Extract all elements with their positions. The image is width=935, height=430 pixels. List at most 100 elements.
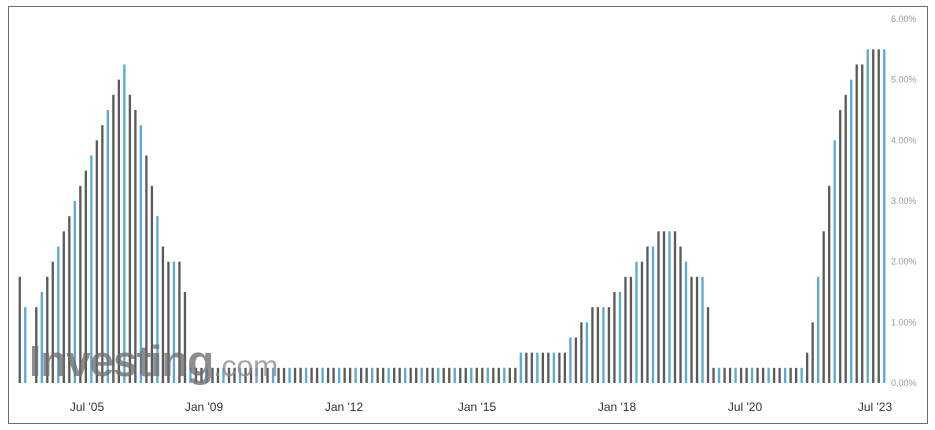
bar (772, 367, 776, 383)
bar (172, 261, 176, 383)
bar (448, 367, 451, 383)
y-tick-label: 5.00% (891, 75, 917, 85)
bar (359, 367, 363, 383)
bar (596, 307, 600, 383)
bar (580, 322, 583, 383)
bar (613, 292, 616, 383)
investing-logo: Investing .com (29, 337, 278, 391)
bar (194, 367, 198, 383)
y-tick-label: 0.00% (891, 378, 917, 388)
bar (426, 367, 429, 383)
bar (68, 216, 71, 383)
bar (761, 367, 765, 383)
bar (288, 367, 291, 383)
bar (343, 367, 346, 383)
bar (486, 367, 489, 383)
bar (255, 367, 258, 383)
bar (354, 367, 357, 383)
y-tick-label: 6.00% (891, 14, 917, 24)
bar (706, 307, 710, 383)
bar (728, 367, 732, 383)
bar (464, 367, 467, 383)
bar (828, 185, 831, 383)
bar (712, 367, 715, 383)
bar (453, 367, 456, 383)
bar (84, 170, 87, 383)
policy-rate-bar-chart: 0.00% 1.00% 2.00% 3.00% 4.00% 5.00% 6.00% Jul … (18, 14, 917, 414)
bar (310, 367, 313, 383)
bar (79, 185, 82, 383)
bar (382, 367, 385, 383)
bar (404, 367, 407, 383)
bar (541, 352, 545, 383)
bar (844, 94, 847, 383)
bar (866, 49, 869, 383)
chart-frame: 0.00% 1.00% 2.00% 3.00% 4.00% 5.00% 6.00% Jul … (8, 6, 928, 424)
bar (365, 367, 368, 383)
bar (57, 246, 60, 383)
bar (640, 261, 644, 383)
y-tick-label: 2.00% (891, 257, 917, 267)
bar (861, 64, 864, 383)
bar (877, 49, 880, 383)
bar (216, 367, 220, 383)
bar (128, 94, 132, 383)
bar (558, 352, 561, 383)
bar (95, 140, 98, 383)
bar (139, 125, 143, 384)
bar (282, 367, 286, 383)
bar (156, 216, 159, 383)
bar (178, 261, 181, 383)
bar (18, 276, 21, 383)
bar (569, 337, 572, 383)
bar (629, 276, 633, 383)
bar (635, 261, 638, 383)
bar (723, 367, 726, 383)
bar (205, 367, 209, 383)
bar (332, 367, 335, 383)
bar (106, 110, 110, 383)
bar (778, 367, 781, 383)
bar (260, 367, 264, 383)
x-tick-label: Jan '15 (458, 400, 497, 414)
bar (585, 322, 589, 383)
y-tick-label: 4.00% (891, 135, 917, 145)
bar (62, 231, 65, 383)
bar (211, 367, 214, 383)
bars-group (18, 49, 886, 384)
bar (398, 367, 401, 383)
x-tick-label: Jan '18 (598, 400, 637, 414)
bar (789, 367, 792, 383)
bar (189, 367, 192, 383)
bar (150, 185, 154, 383)
bar (183, 292, 187, 383)
bar (409, 367, 412, 383)
logo-brand-text: Investing (29, 337, 214, 386)
bar (850, 79, 853, 384)
bar (734, 367, 737, 383)
bar (695, 276, 699, 383)
bar (415, 367, 418, 383)
x-tick-label: Jan '09 (185, 400, 224, 414)
bar (800, 367, 803, 383)
bar (519, 352, 522, 383)
x-tick-label: Jul '05 (70, 400, 105, 414)
bar (73, 201, 76, 383)
bar (431, 367, 434, 383)
bar (750, 367, 754, 383)
bar (690, 276, 693, 383)
bar (679, 246, 682, 383)
bar (371, 367, 374, 383)
bar (315, 367, 319, 383)
bar (739, 367, 743, 383)
bar (839, 110, 842, 383)
bar (855, 64, 858, 383)
bar (646, 246, 649, 383)
bar (112, 94, 115, 383)
bar (673, 231, 677, 383)
y-tick-label: 3.00% (891, 196, 917, 206)
bar (167, 261, 170, 383)
bar (745, 367, 748, 383)
bar (470, 367, 473, 383)
bar (271, 367, 275, 383)
